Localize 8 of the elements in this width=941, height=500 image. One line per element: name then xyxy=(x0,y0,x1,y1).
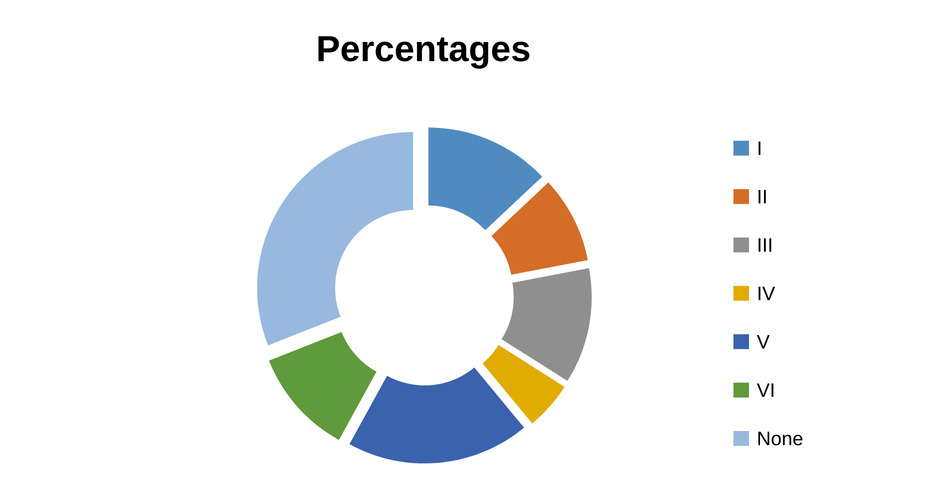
legend-label: I xyxy=(758,142,760,155)
legend-label: III xyxy=(758,238,772,252)
legend-label: IV xyxy=(758,286,776,300)
chart-title: Percentages xyxy=(318,36,530,69)
legend-label: VI xyxy=(756,383,774,397)
legend-label: None xyxy=(758,432,802,446)
legend-label: II xyxy=(758,190,766,204)
legend-label: V xyxy=(756,335,770,348)
